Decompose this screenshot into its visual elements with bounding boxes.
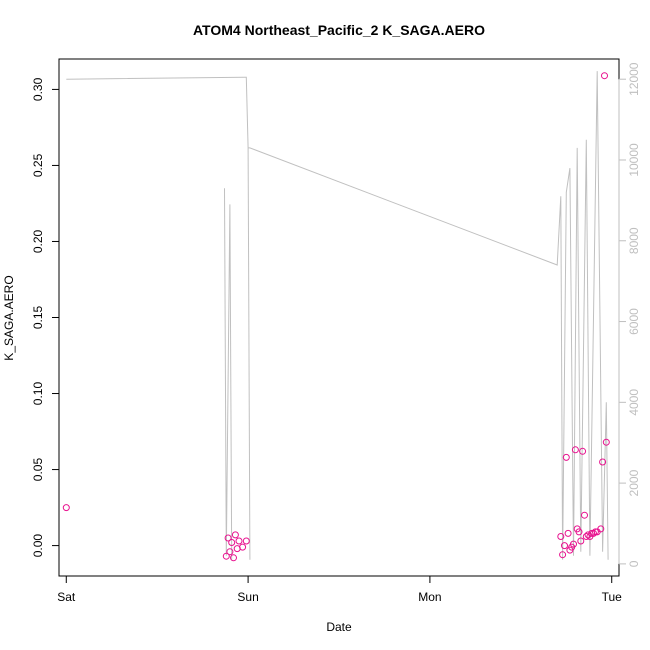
y2-tick-label: 4000 (627, 389, 641, 416)
y2-tick-label: 12000 (627, 62, 641, 96)
secondary-y-axis: 0 2000 4000 6000 8000 10000 12000 (618, 62, 641, 567)
y-tick-label: 0.25 (31, 153, 45, 177)
data-point (571, 446, 579, 454)
y-tick-label: 0.20 (31, 229, 45, 253)
data-point (222, 552, 230, 560)
data-point (231, 531, 239, 539)
x-tick-label: Mon (418, 590, 441, 604)
y2-tick-label: 10000 (627, 143, 641, 177)
data-point (575, 528, 583, 536)
x-tick-label: Tue (602, 590, 623, 604)
chart-title: ATOM4 Northeast_Pacific_2 K_SAGA.AERO (193, 22, 485, 38)
x-tick-label: Sat (57, 590, 76, 604)
data-point (590, 529, 597, 537)
data-point (224, 534, 232, 542)
data-point (597, 525, 605, 533)
altitude-line (224, 188, 233, 560)
data-point (62, 504, 70, 512)
data-point (235, 537, 243, 545)
data-point (561, 542, 568, 550)
data-point (577, 537, 585, 545)
data-point (239, 543, 247, 551)
y-tick-label: 0.05 (31, 458, 45, 482)
x-axis-label: Date (326, 620, 352, 634)
data-point (230, 554, 237, 562)
data-point (602, 438, 610, 446)
y-tick-label: 0.30 (31, 77, 45, 101)
data-point (562, 453, 570, 461)
data-point (582, 533, 590, 540)
x-axis: Sat Sun Mon Tue (57, 576, 622, 604)
data-point (228, 539, 236, 546)
y-tick-label: 0.00 (31, 534, 45, 558)
data-point (570, 540, 577, 548)
data-point (581, 511, 588, 519)
data-point (601, 72, 608, 80)
data-point (557, 533, 565, 540)
data-point (599, 458, 607, 466)
y2-tick-label: 8000 (627, 227, 641, 254)
altitude-line (66, 71, 609, 560)
data-points (62, 72, 610, 562)
data-point (579, 447, 587, 455)
x-tick-label: Sun (237, 590, 258, 604)
y-axis-label: K_SAGA.AERO (2, 275, 16, 360)
data-point (559, 551, 567, 559)
y2-tick-label: 0 (627, 560, 641, 567)
data-point (564, 529, 572, 537)
y2-tick-label: 6000 (627, 308, 641, 335)
plot-frame (58, 58, 620, 577)
data-point (242, 537, 250, 545)
y-tick-label: 0.15 (31, 305, 45, 329)
y-tick-label: 0.10 (31, 382, 45, 406)
y-axis: 0.00 0.05 0.10 0.15 0.20 0.25 0.30 (31, 77, 59, 557)
data-point (226, 548, 234, 556)
y2-tick-label: 2000 (627, 469, 641, 496)
altitude-lines (66, 71, 609, 560)
